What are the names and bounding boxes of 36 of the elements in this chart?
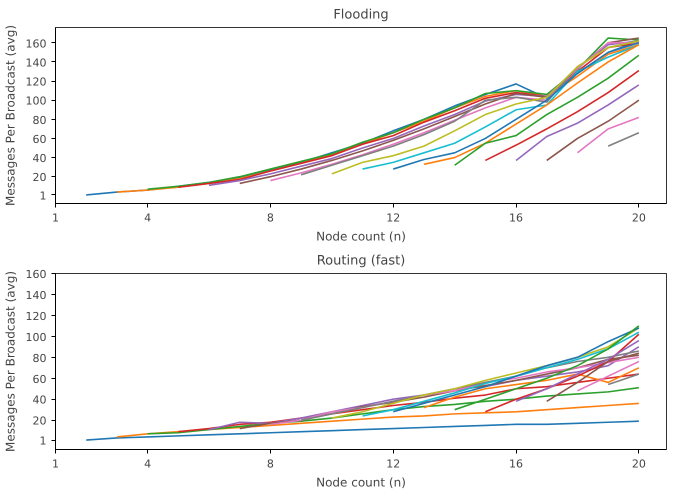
y-axis-title: Messages Per Broadcast (avg)	[4, 25, 18, 206]
x-tick-label: 16	[509, 212, 524, 224]
x-tick-label: 8	[266, 212, 274, 224]
x-tick-label: 12	[386, 458, 400, 470]
y-tick-label: 1	[40, 189, 46, 202]
y-tick-label: 160	[26, 37, 47, 50]
y-axis-title: Messages Per Broadcast (avg)	[4, 271, 18, 452]
y-tick-label: 160	[26, 268, 47, 281]
x-tick-label: 4	[144, 458, 152, 470]
y-tick-label: 80	[32, 352, 47, 365]
x-tick-label: 20	[632, 212, 646, 224]
y-tick-label: 140	[26, 56, 47, 70]
x-tick-label: 1	[52, 458, 59, 470]
y-tick-label: 60	[32, 372, 47, 386]
x-tick-label: 8	[266, 458, 274, 470]
y-tick-label: 20	[32, 171, 47, 184]
x-tick-label: 20	[632, 458, 646, 470]
y-tick-label: 80	[32, 114, 47, 127]
y-tick-label: 60	[32, 132, 47, 146]
y-tick-label: 40	[32, 394, 47, 407]
y-tick-label: 140	[26, 288, 47, 302]
x-axis-title: Node count (n)	[316, 476, 406, 490]
x-tick-label: 16	[509, 458, 524, 470]
x-tick-label: 4	[144, 212, 152, 224]
y-tick-label: 100	[26, 330, 47, 344]
chart-title: Routing (fast)	[316, 254, 406, 268]
y-tick-label: 1	[40, 434, 46, 448]
y-tick-label: 40	[32, 152, 47, 166]
chart-title: Flooding	[333, 8, 389, 22]
y-tick-label: 100	[26, 94, 47, 108]
x-tick-label: 1	[52, 212, 59, 224]
x-tick-label: 12	[386, 212, 400, 224]
y-tick-label: 20	[32, 414, 47, 428]
y-tick-label: 120	[26, 76, 47, 89]
y-tick-label: 120	[26, 310, 47, 323]
x-axis-title: Node count (n)	[316, 230, 406, 244]
